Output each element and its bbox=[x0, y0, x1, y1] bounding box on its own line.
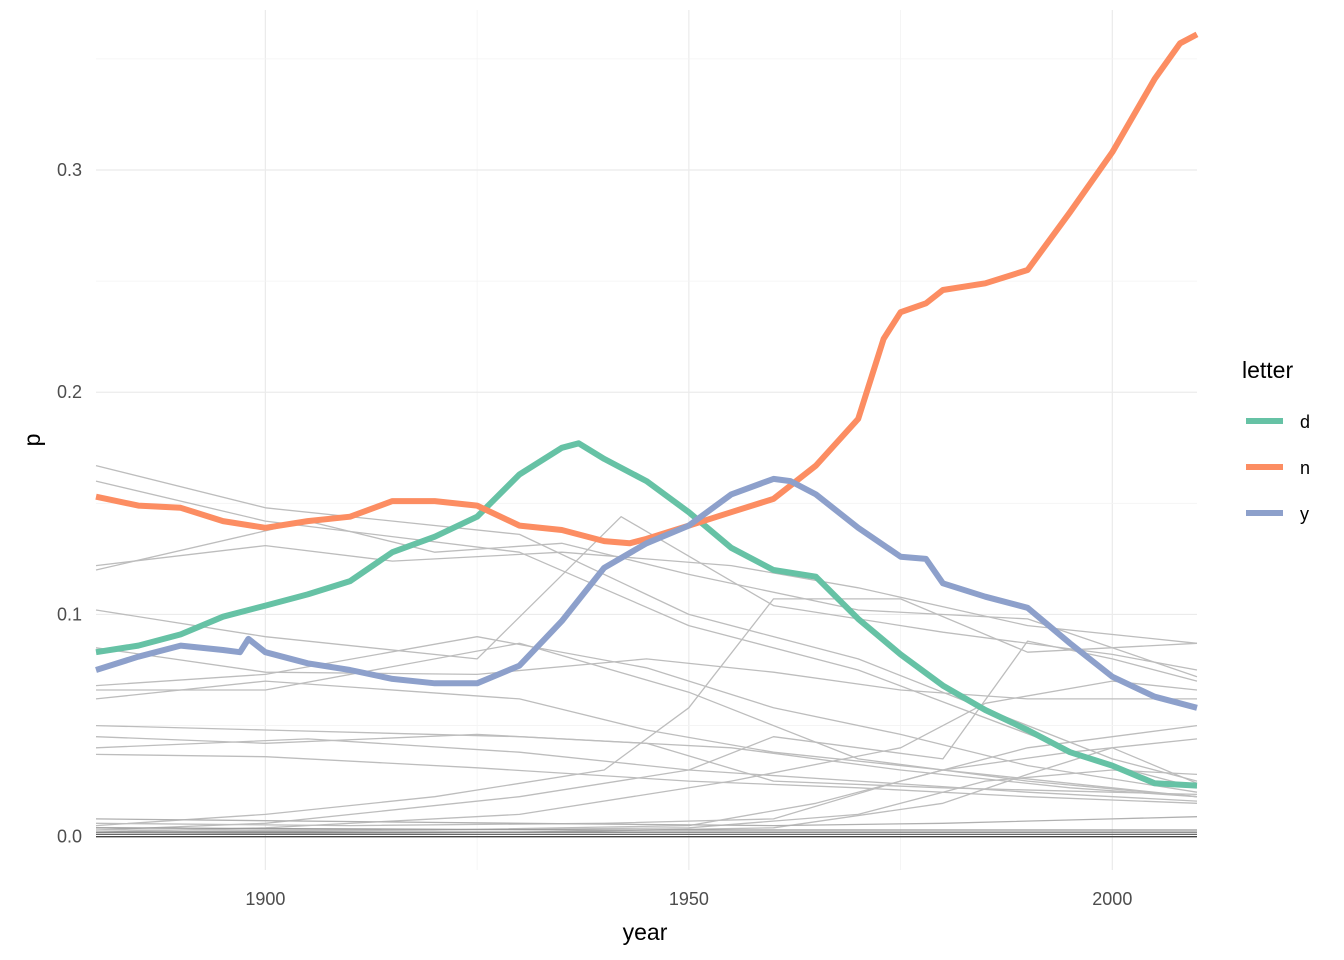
background-series-line bbox=[96, 769, 1198, 831]
series-line-d bbox=[95, 440, 1198, 789]
background-series-line bbox=[95, 680, 1198, 798]
legend-label-y: y bbox=[1300, 504, 1309, 524]
x-tick-label: 1900 bbox=[245, 889, 285, 909]
background-series-line bbox=[95, 827, 1197, 831]
y-axis-ticks: 0.0 0.1 0.2 0.3 bbox=[57, 160, 82, 847]
background-series-line bbox=[96, 642, 1198, 798]
x-axis-title: year bbox=[623, 919, 668, 945]
highlighted-series-lines bbox=[95, 31, 1199, 789]
series-line-n bbox=[95, 31, 1199, 547]
background-series-line bbox=[95, 816, 1198, 827]
background-series-line bbox=[95, 636, 1198, 793]
background-series-line bbox=[95, 724, 1198, 827]
background-series-line bbox=[95, 544, 1198, 644]
y-axis-title: p bbox=[19, 434, 45, 447]
background-series-line bbox=[95, 733, 1198, 796]
background-series-line bbox=[95, 738, 1198, 833]
legend-title: letter bbox=[1242, 357, 1293, 383]
x-axis-ticks: 1900 1950 2000 bbox=[245, 889, 1132, 909]
legend-label-n: n bbox=[1300, 458, 1310, 478]
y-tick-label: 0.0 bbox=[57, 827, 82, 847]
background-series-line bbox=[95, 598, 1198, 827]
y-tick-label: 0.1 bbox=[57, 604, 82, 624]
y-tick-label: 0.3 bbox=[57, 160, 82, 180]
background-series-line bbox=[95, 647, 1197, 700]
background-series-lines bbox=[95, 464, 1198, 838]
legend-label-d: d bbox=[1300, 412, 1310, 432]
background-series-line bbox=[95, 738, 1198, 802]
legend: letter d n y bbox=[1242, 357, 1310, 524]
background-series-line bbox=[95, 464, 1198, 782]
background-series-line bbox=[95, 724, 1198, 798]
x-tick-label: 2000 bbox=[1092, 889, 1132, 909]
x-tick-label: 1950 bbox=[669, 889, 709, 909]
y-tick-label: 0.2 bbox=[57, 382, 82, 402]
series-line-y bbox=[95, 475, 1198, 711]
background-series-line bbox=[95, 753, 1198, 804]
